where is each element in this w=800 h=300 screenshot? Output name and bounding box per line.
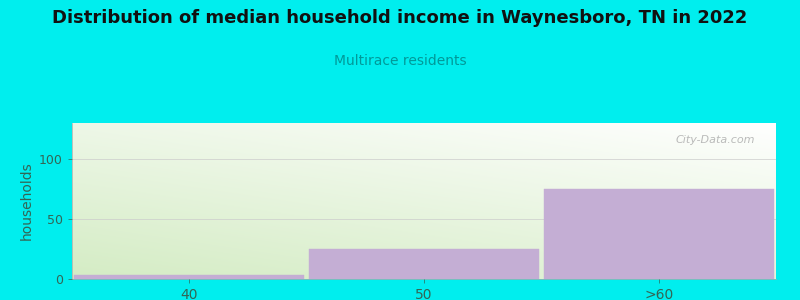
Bar <box>544 189 774 279</box>
Text: Multirace residents: Multirace residents <box>334 54 466 68</box>
Y-axis label: households: households <box>19 162 34 240</box>
Bar <box>309 249 539 279</box>
Bar <box>74 275 304 279</box>
Text: Distribution of median household income in Waynesboro, TN in 2022: Distribution of median household income … <box>52 9 748 27</box>
Text: City-Data.com: City-Data.com <box>675 136 755 146</box>
